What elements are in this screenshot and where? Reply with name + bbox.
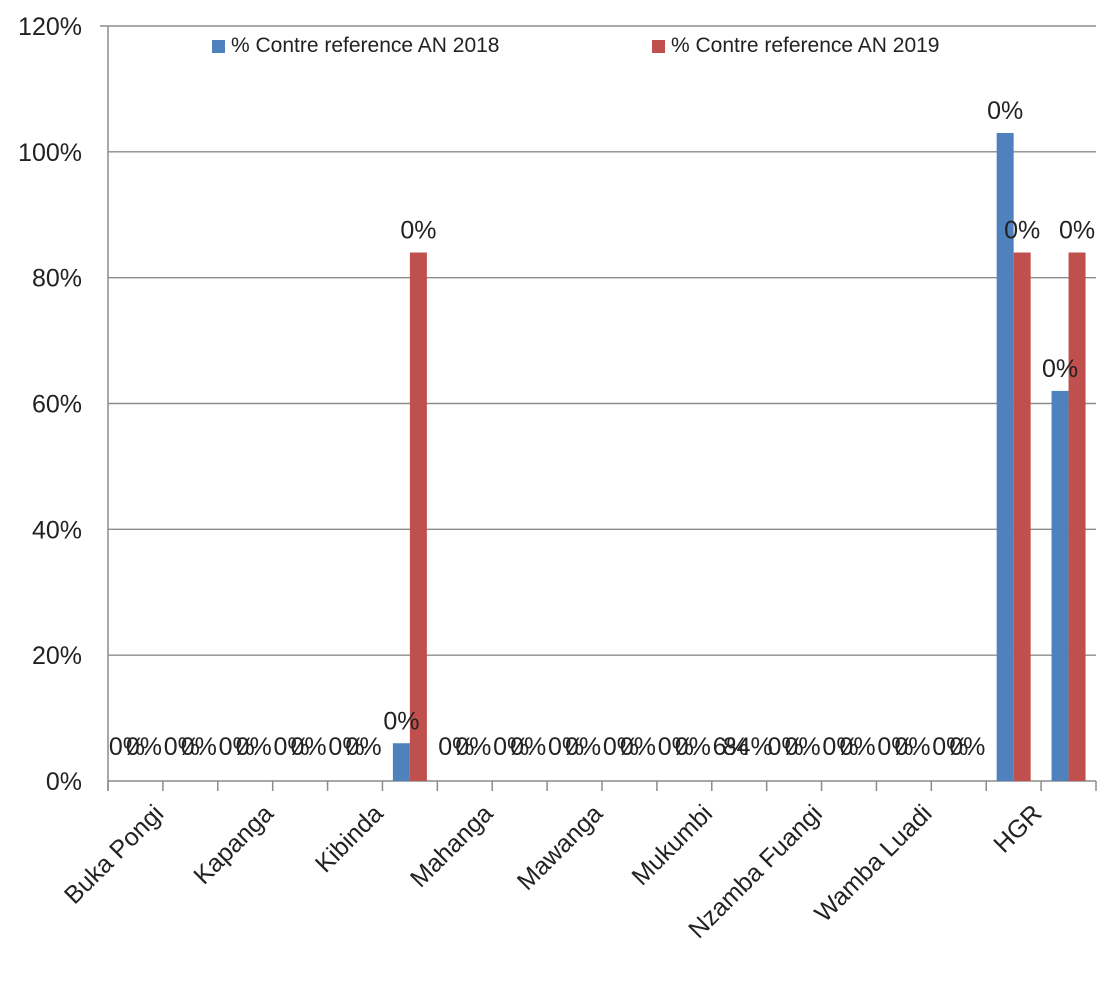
data-label: 0% (565, 733, 601, 761)
data-label: 0% (839, 733, 875, 761)
data-label: 0% (620, 733, 656, 761)
data-label: 0% (949, 733, 985, 761)
data-label: 0% (455, 733, 491, 761)
data-label: 84% (723, 733, 773, 761)
data-label: 0% (109, 733, 145, 761)
data-label: 0% (932, 733, 968, 761)
x-category-label: Mukumbi (627, 799, 719, 891)
y-tick-label: 0% (46, 768, 82, 796)
data-label: 6% (713, 733, 749, 761)
legend-item-2019: % Contre reference AN 2019 (652, 34, 940, 58)
x-category-label: Wamba Luadi (809, 799, 937, 927)
data-label: 0% (1004, 217, 1040, 245)
data-label: 0% (785, 733, 821, 761)
x-category-label: Buka Pongi (59, 799, 169, 909)
data-label: 0% (400, 217, 436, 245)
x-category-label: Mawanga (512, 799, 609, 896)
data-label: 0% (236, 733, 272, 761)
data-label: 0% (274, 733, 310, 761)
data-label: 0% (164, 733, 200, 761)
legend-label-2018: % Contre reference AN 2018 (231, 34, 500, 57)
data-label: 0% (126, 733, 162, 761)
y-tick-label: 80% (32, 265, 82, 293)
y-tick-label: 40% (32, 516, 82, 544)
x-category-label: HGR (988, 799, 1047, 858)
data-label: 0% (658, 733, 694, 761)
data-label: 0% (548, 733, 584, 761)
data-label: 0% (822, 733, 858, 761)
data-label: 0% (603, 733, 639, 761)
data-label: 0% (219, 733, 255, 761)
x-category-label: Kapanga (188, 799, 279, 890)
x-category-label: Kibinda (310, 799, 389, 878)
bar-2019 (409, 252, 427, 781)
data-label: 0% (383, 707, 419, 735)
legend-item-2018: % Contre reference AN 2018 (212, 34, 500, 58)
y-tick-label: 20% (32, 642, 82, 670)
legend-swatch-2019 (652, 39, 665, 53)
bar-2018 (1051, 390, 1069, 781)
bar-2019 (1013, 252, 1031, 781)
data-label: 0% (894, 733, 930, 761)
legend-swatch-2018 (212, 39, 225, 53)
data-label: 0% (438, 733, 474, 761)
data-label: 0% (877, 733, 913, 761)
y-tick-label: 100% (18, 139, 82, 167)
bar-2018 (996, 132, 1014, 782)
y-tick-label: 120% (18, 13, 82, 41)
data-label: 0% (291, 733, 327, 761)
data-label: 0% (987, 97, 1023, 125)
data-label: 0% (768, 733, 804, 761)
x-category-label: Mahanga (405, 799, 499, 893)
data-label: 0% (1059, 217, 1095, 245)
data-label: 0% (510, 733, 546, 761)
y-tick-label: 60% (32, 391, 82, 419)
data-label: 0% (1042, 355, 1078, 383)
bar-2019 (1068, 252, 1086, 781)
legend-label-2019: % Contre reference AN 2019 (671, 34, 940, 57)
legend: % Contre reference AN 2018 % Contre refe… (0, 34, 1108, 58)
data-label: 0% (181, 733, 217, 761)
bar-2018 (392, 743, 410, 781)
data-label: 0% (328, 733, 364, 761)
data-label: 0% (493, 733, 529, 761)
data-label: 0% (675, 733, 711, 761)
data-label: 0% (345, 733, 381, 761)
